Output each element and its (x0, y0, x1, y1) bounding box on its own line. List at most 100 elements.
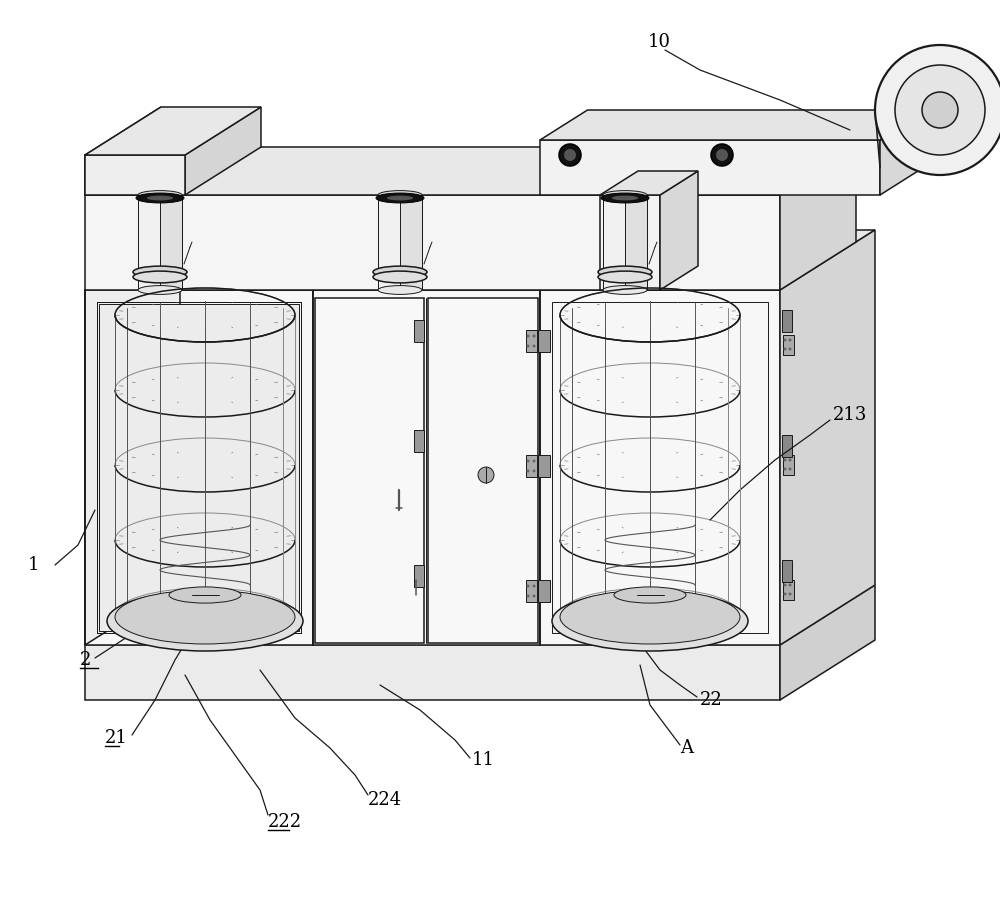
Ellipse shape (601, 193, 649, 203)
Ellipse shape (133, 272, 187, 283)
Text: 224: 224 (368, 791, 402, 809)
Circle shape (478, 467, 494, 483)
Circle shape (922, 92, 958, 128)
Text: 11: 11 (472, 751, 495, 769)
Circle shape (526, 595, 530, 597)
Ellipse shape (564, 149, 576, 161)
Circle shape (532, 335, 536, 338)
Polygon shape (780, 230, 875, 645)
Circle shape (784, 459, 786, 462)
Polygon shape (313, 290, 540, 645)
Circle shape (788, 584, 792, 586)
Polygon shape (400, 195, 422, 290)
Polygon shape (625, 195, 647, 290)
Polygon shape (540, 290, 780, 645)
Circle shape (788, 468, 792, 471)
Polygon shape (538, 580, 550, 602)
Polygon shape (99, 304, 299, 631)
Ellipse shape (614, 587, 686, 603)
Text: 22: 22 (700, 691, 723, 709)
Polygon shape (85, 585, 875, 645)
Circle shape (526, 345, 530, 348)
Text: 2: 2 (80, 651, 91, 669)
Ellipse shape (603, 286, 647, 294)
Ellipse shape (136, 193, 184, 203)
Ellipse shape (552, 591, 748, 651)
Circle shape (526, 335, 530, 338)
Polygon shape (538, 455, 550, 477)
Text: 10: 10 (648, 33, 671, 51)
Circle shape (788, 338, 792, 341)
Ellipse shape (560, 590, 740, 644)
Ellipse shape (716, 149, 728, 161)
Ellipse shape (138, 191, 182, 199)
Text: 1: 1 (28, 556, 40, 574)
Polygon shape (85, 645, 780, 700)
Polygon shape (138, 195, 182, 290)
Circle shape (784, 593, 786, 595)
Circle shape (532, 595, 536, 597)
Ellipse shape (598, 266, 652, 278)
Circle shape (788, 593, 792, 595)
Polygon shape (540, 140, 880, 195)
Polygon shape (660, 171, 698, 290)
Circle shape (784, 338, 786, 341)
Polygon shape (428, 298, 538, 643)
Polygon shape (85, 230, 180, 645)
Ellipse shape (598, 272, 652, 283)
Ellipse shape (115, 590, 295, 644)
Circle shape (526, 470, 530, 472)
Circle shape (526, 460, 530, 462)
Polygon shape (526, 330, 537, 352)
Ellipse shape (147, 195, 173, 200)
Polygon shape (780, 585, 875, 700)
Polygon shape (414, 430, 424, 452)
Text: 21: 21 (105, 729, 128, 747)
Polygon shape (414, 565, 424, 587)
Text: 222: 222 (268, 813, 302, 831)
Ellipse shape (373, 272, 427, 283)
Polygon shape (880, 110, 928, 195)
Polygon shape (528, 455, 538, 475)
Circle shape (532, 470, 536, 472)
Polygon shape (85, 290, 313, 645)
Polygon shape (414, 320, 424, 342)
Polygon shape (782, 310, 792, 332)
Polygon shape (600, 195, 660, 290)
Polygon shape (603, 195, 647, 290)
Circle shape (875, 45, 1000, 175)
Polygon shape (526, 580, 537, 602)
Circle shape (784, 468, 786, 471)
Circle shape (784, 348, 786, 350)
Circle shape (532, 345, 536, 348)
Polygon shape (85, 195, 780, 290)
Polygon shape (782, 560, 792, 582)
Polygon shape (782, 435, 792, 457)
Ellipse shape (378, 286, 422, 294)
Polygon shape (528, 330, 538, 350)
Circle shape (784, 584, 786, 586)
Ellipse shape (612, 195, 638, 200)
Ellipse shape (376, 193, 424, 203)
Ellipse shape (138, 286, 182, 294)
Polygon shape (600, 171, 698, 195)
Ellipse shape (711, 144, 733, 166)
Ellipse shape (169, 587, 241, 603)
Ellipse shape (603, 191, 647, 199)
Polygon shape (85, 155, 185, 195)
Polygon shape (85, 147, 856, 195)
Ellipse shape (378, 191, 422, 199)
Polygon shape (540, 110, 928, 140)
Circle shape (788, 348, 792, 350)
Polygon shape (783, 580, 794, 600)
Circle shape (895, 65, 985, 155)
Polygon shape (85, 230, 875, 290)
Text: 213: 213 (833, 406, 867, 424)
Ellipse shape (373, 266, 427, 278)
Ellipse shape (107, 591, 303, 651)
Circle shape (532, 585, 536, 587)
Ellipse shape (387, 195, 413, 200)
Ellipse shape (133, 266, 187, 278)
Text: A: A (680, 739, 693, 757)
Circle shape (532, 460, 536, 462)
